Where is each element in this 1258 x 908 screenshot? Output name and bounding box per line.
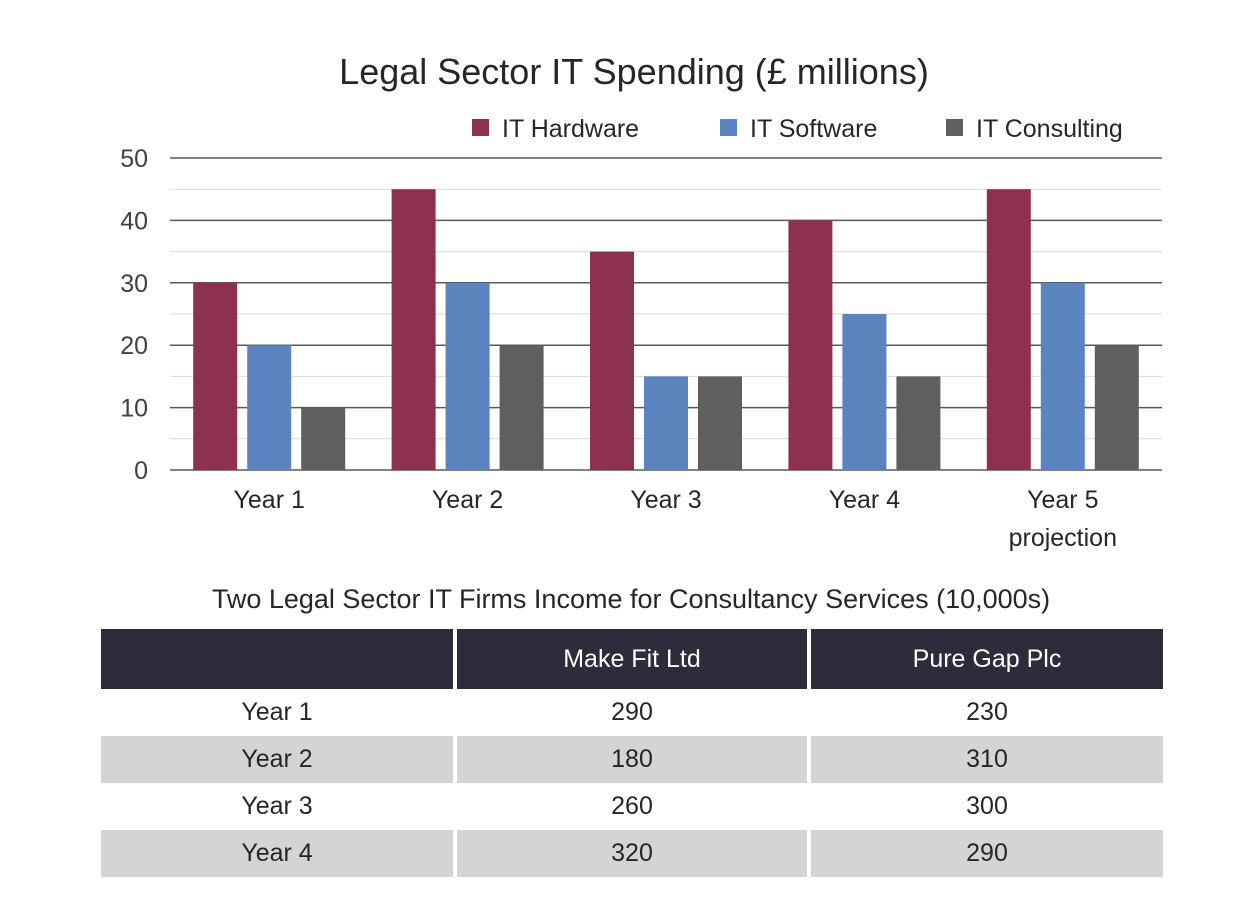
bar-it-software	[644, 376, 688, 470]
y-tick-label: 40	[120, 207, 148, 235]
bar-it-software	[247, 345, 292, 470]
bar-it-consulting	[1094, 345, 1139, 470]
bars	[193, 189, 1139, 470]
table-title: Two Legal Sector IT Firms Income for Con…	[211, 584, 1051, 614]
x-category-label: Year 5 projection	[1009, 486, 1117, 552]
bar-it-consulting	[499, 345, 544, 470]
row-label: Year 3	[241, 792, 313, 820]
x-category-label: Year 1	[234, 486, 305, 514]
header-cell-blank	[101, 629, 455, 689]
bar-it-hardware	[391, 189, 436, 470]
income-table: Make Fit Ltd Pure Gap Plc Year 1 290 230…	[101, 629, 1163, 877]
row-label: Year 4	[101, 830, 455, 877]
bar-it-consulting	[896, 376, 941, 470]
y-tick-label: 30	[120, 270, 148, 298]
x-category-label: Year 2	[432, 486, 503, 514]
bar-it-hardware	[788, 220, 833, 470]
table-row: Year 3 260 300	[101, 783, 1163, 830]
y-tick-label: 0	[134, 457, 148, 485]
pure-gap-value: 300	[807, 783, 1163, 830]
row-label: Year 2	[101, 736, 455, 783]
legend-label: IT Software	[750, 115, 877, 143]
table-row: Year 4 320 290	[101, 830, 1163, 877]
pure-gap-value: 230	[807, 689, 1163, 736]
pure-gap-value: 310	[807, 736, 1163, 783]
make-fit-value: 180	[453, 736, 809, 783]
bar-it-software	[445, 282, 490, 470]
header-cell-make-fit: Make Fit Ltd	[453, 629, 809, 689]
bar-it-software	[842, 314, 887, 470]
legend-swatch	[946, 119, 963, 136]
table-row: Year 2 180 310	[101, 736, 1163, 783]
y-axis-ticks: 0 10 20 30 40 50	[120, 145, 148, 485]
bar-it-hardware	[590, 251, 634, 470]
table-row: Year 1 290 230	[101, 689, 1163, 736]
x-axis-categories: Year 1 Year 2 Year 3 Year 4 Year 5 projection	[234, 486, 1117, 552]
y-tick-label: 10	[120, 395, 148, 423]
pure-gap-value: 290	[807, 830, 1163, 877]
legend-label: IT Hardware	[502, 115, 639, 143]
header-cell-pure-gap: Pure Gap Plc	[807, 629, 1163, 689]
legend-swatch	[720, 119, 737, 136]
legend-swatch	[472, 119, 489, 136]
x-category-label: Year 3	[630, 486, 701, 514]
chart-title: Legal Sector IT Spending (£ millions)	[339, 51, 929, 92]
y-tick-label: 20	[120, 332, 148, 360]
legend: IT Hardware IT Software IT Consulting	[472, 115, 1123, 143]
make-fit-value: 290	[453, 689, 809, 736]
bar-it-consulting	[698, 376, 742, 470]
bar-it-software	[1040, 282, 1085, 470]
bar-it-hardware	[193, 282, 238, 470]
bar-it-hardware	[986, 189, 1031, 470]
bar-chart: Legal Sector IT Spending (£ millions) 0 1…	[120, 51, 1162, 552]
make-fit-value: 260	[453, 783, 809, 830]
bar-it-consulting	[301, 407, 346, 470]
y-tick-label: 50	[120, 145, 148, 173]
table-header-row: Make Fit Ltd Pure Gap Plc	[101, 629, 1163, 689]
row-label: Year 1	[241, 698, 313, 726]
x-category-label: Year 4	[829, 486, 900, 514]
legend-label: IT Consulting	[976, 115, 1123, 143]
make-fit-value: 320	[453, 830, 809, 877]
